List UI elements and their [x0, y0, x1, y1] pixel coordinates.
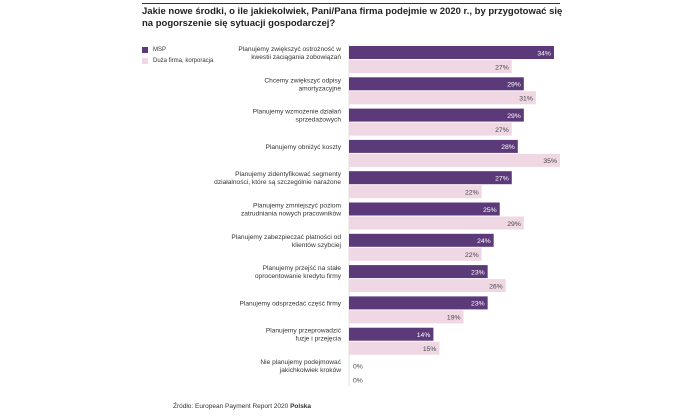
bar-msp	[349, 327, 434, 341]
data-label: 27%	[495, 176, 509, 183]
bar-msp	[349, 108, 524, 122]
data-label: 25%	[483, 207, 497, 214]
bar-large	[349, 216, 524, 230]
chart-title: Jakie nowe środki, o ile jakiekolwiek, P…	[142, 6, 563, 29]
category-label: Planujemy zmniejszyć poziom zatrudniania …	[241, 203, 342, 218]
bar-msp	[349, 265, 488, 279]
category-label-line: Planujemy zmniejszyć poziom	[253, 203, 341, 210]
data-label: 23%	[471, 301, 485, 308]
data-label: 29%	[507, 221, 521, 228]
data-label: 27%	[495, 64, 509, 71]
category-label-line: zatrudniania nowych pracowników	[241, 211, 341, 218]
category-label: Planujemy zabezpieczać płatności od klien…	[231, 234, 341, 249]
source-text: Źródło: European Payment Report 2020	[173, 403, 289, 410]
category-label-line: Planujemy zabezpieczać płatności od	[231, 234, 341, 241]
data-label: 19%	[447, 315, 461, 322]
title-rule	[142, 3, 560, 4]
category-label-line: kwestii zaciągania zobowiązań	[251, 54, 341, 61]
legend-label-large: Duża firma, korporacja	[153, 57, 214, 64]
category-label: Planujemy przejść na stałe oprocentowanie…	[255, 265, 342, 280]
bar-msp	[349, 46, 554, 59]
category-label: Planujemy zidentyfikować segmenty działal…	[214, 171, 342, 186]
bar-large	[349, 122, 512, 136]
bar-msp	[349, 202, 500, 216]
category-label-line: Chcemy zwiększyć odpisy	[264, 77, 341, 84]
bar-large	[349, 341, 440, 355]
category-label-line: Planujemy odsprzedać część firmy	[239, 300, 341, 307]
data-label: 35%	[543, 158, 557, 165]
data-label: 31%	[519, 96, 533, 103]
source-note: Źródło: European Payment Report 2020 Pol…	[173, 403, 311, 410]
data-label: 14%	[417, 332, 431, 339]
bar-large	[349, 91, 536, 105]
legend-item-large: Duża firma, korporacja	[142, 55, 213, 66]
category-label: Planujemy wzmożenie działań sprzedażowych	[253, 109, 342, 124]
data-label: 28%	[501, 144, 515, 151]
category-label-line: klientów szybciej	[292, 242, 342, 249]
category-label: Planujemy zwiększyć ostrożność w kwestii …	[238, 46, 341, 61]
category-label: Nie planujemy podejmować jakichkolwiek kr…	[260, 359, 341, 374]
bar-msp	[349, 171, 512, 185]
category-label-line: Planujemy obniżyć koszty	[266, 144, 342, 151]
bar-large	[349, 153, 560, 167]
category-label-line: sprzedażowych	[296, 117, 342, 124]
data-label: 27%	[495, 127, 509, 134]
bar-large	[349, 247, 482, 261]
bar-large	[349, 279, 506, 293]
bar-msp	[349, 296, 488, 310]
legend-swatch-large	[142, 57, 148, 64]
category-label-line: oprocentowanie kredytu firmy	[255, 273, 342, 280]
legend-swatch-msp	[142, 46, 148, 53]
category-label-line: Planujemy zidentyfikować segmenty	[235, 171, 342, 178]
category-label: Planujemy odsprzedać część firmy	[239, 300, 341, 307]
data-label: 15%	[423, 346, 437, 353]
category-label-line: Nie planujemy podejmować	[260, 359, 341, 366]
data-label: 0%	[353, 363, 363, 370]
bar-large	[349, 60, 512, 73]
legend-label-msp: MSP	[153, 46, 167, 53]
data-label: 34%	[537, 50, 551, 57]
data-label: 0%	[353, 377, 363, 384]
bar-msp	[349, 77, 524, 91]
category-label-line: fuzje i przejęcia	[296, 336, 342, 343]
bar-msp	[349, 233, 494, 247]
bar-large	[349, 185, 482, 199]
bar-large	[349, 310, 464, 324]
data-label: 23%	[471, 269, 485, 276]
category-label-line: Planujemy zwiększyć ostrożność w	[238, 46, 341, 53]
category-label-line: Planujemy przejść na stałe	[263, 265, 342, 272]
data-label: 29%	[507, 82, 521, 89]
category-label: Planujemy przeprowadzić fuzje i przejęcia	[266, 328, 342, 343]
source-brand: Polska	[290, 403, 312, 410]
bar-msp	[349, 139, 518, 153]
category-label: Chcemy zwiększyć odpisy amortyzacyjne	[264, 77, 341, 92]
data-label: 22%	[465, 252, 479, 259]
category-label-line: działalności, które są szczególnie naraż…	[214, 179, 341, 186]
legend: MSP Duża firma, korporacja	[142, 44, 213, 66]
data-label: 22%	[465, 190, 479, 197]
category-label-line: amortyzacyjne	[298, 85, 341, 92]
data-label: 26%	[489, 283, 503, 290]
data-label: 29%	[507, 113, 521, 120]
legend-item-msp: MSP	[142, 44, 213, 55]
category-label: Planujemy obniżyć koszty	[266, 144, 342, 151]
category-label-line: jakichkolwiek kroków	[279, 367, 341, 374]
data-label: 24%	[477, 238, 491, 245]
category-label-line: Planujemy przeprowadzić	[266, 328, 342, 335]
category-label-line: Planujemy wzmożenie działań	[253, 109, 342, 116]
